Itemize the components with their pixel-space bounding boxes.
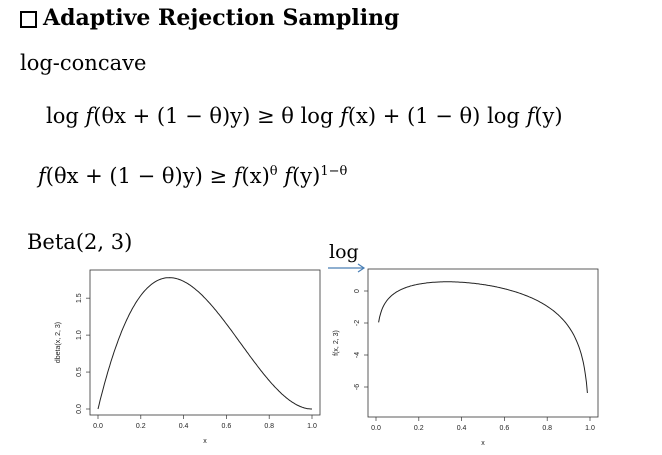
- plot-frame: [89, 269, 321, 416]
- x-axis-label: x: [203, 438, 207, 445]
- x-tick-label: 0.4: [179, 423, 189, 430]
- subtitle: log-concave: [20, 51, 147, 75]
- x-axis-label: x: [481, 440, 485, 447]
- formula2-arg1: (θx + (1 − θ)y) ≥: [45, 164, 234, 188]
- x-tick-label: 0.0: [93, 423, 103, 430]
- x-tick-label: 0.4: [457, 425, 467, 432]
- y-tick-label: -2: [354, 320, 361, 326]
- formula1-f2: f: [340, 104, 348, 128]
- formula1-arg1: (θx + (1 − θ)y) ≥ θ: [93, 104, 294, 128]
- slide-title: Adaptive Rejection Sampling: [20, 5, 399, 31]
- formula2-f1: f: [38, 164, 46, 188]
- formula2-exp1: θ: [269, 164, 278, 179]
- y-tick-label: 0.5: [76, 367, 83, 377]
- formula2-exp2: 1−θ: [320, 164, 348, 179]
- beta-label: Beta(2, 3): [27, 230, 133, 254]
- formula1-arg2: (x) + (1 − θ): [347, 104, 481, 128]
- y-tick-label: -4: [354, 352, 361, 358]
- x-tick-label: 1.0: [585, 425, 595, 432]
- x-tick-label: 0.2: [136, 423, 146, 430]
- y-axis-label: f(x, 2, 3): [333, 330, 340, 356]
- series-line: [378, 281, 588, 394]
- x-tick-label: 0.6: [500, 425, 510, 432]
- square-bullet-icon: [20, 10, 37, 28]
- formula1-log2: log: [300, 104, 334, 128]
- formula-product-form: f(θx + (1 − θ)y) ≥ f(x)θ f(y)1−θ: [38, 164, 347, 188]
- y-tick-label: 1.0: [76, 330, 83, 340]
- formula2-arg2: (x): [241, 164, 270, 188]
- formula1-f1: f: [85, 104, 94, 128]
- x-tick-label: 0.8: [264, 423, 274, 430]
- formula1-log3: log: [487, 104, 520, 128]
- x-tick-label: 0.0: [371, 425, 381, 432]
- formula-log-concavity: log f(θx + (1 − θ)y) ≥ θ log f(x) + (1 −…: [46, 104, 563, 128]
- log-label: log: [329, 241, 359, 263]
- arrow-icon: [328, 263, 366, 273]
- x-tick-label: 0.8: [542, 425, 552, 432]
- formula1-log1: log: [46, 104, 79, 128]
- formula2-f3: f: [284, 164, 293, 188]
- formula2-f2: f: [233, 164, 242, 188]
- x-tick-label: 0.2: [414, 425, 424, 432]
- series-line: [97, 277, 312, 410]
- formula1-f3: f: [526, 104, 535, 128]
- y-axis-label: dbeta(x, 2, 3): [55, 322, 62, 363]
- log-density-plot: 0.0 0.2 0.4 0.6 0.8 1.0 x 0 -2 -4 -6 f(x, 2, 3): [333, 268, 599, 447]
- slide-title-text: Adaptive Rejection Sampling: [43, 5, 400, 31]
- y-tick-label: 0: [354, 289, 361, 293]
- plot-frame: [367, 268, 599, 418]
- y-tick-label: -6: [354, 384, 361, 390]
- beta-density-plot: 0.0 0.2 0.4 0.6 0.8 1.0 x 0.0 0.5 1.0 1.5 dbeta(x, …: [55, 269, 321, 445]
- formula1-arg3: (y): [534, 104, 563, 128]
- y-tick-label: 0.0: [76, 404, 83, 414]
- y-tick-label: 1.5: [76, 293, 83, 303]
- formula2-arg3: (y): [292, 164, 321, 188]
- x-tick-label: 1.0: [307, 423, 317, 430]
- x-tick-label: 0.6: [222, 423, 232, 430]
